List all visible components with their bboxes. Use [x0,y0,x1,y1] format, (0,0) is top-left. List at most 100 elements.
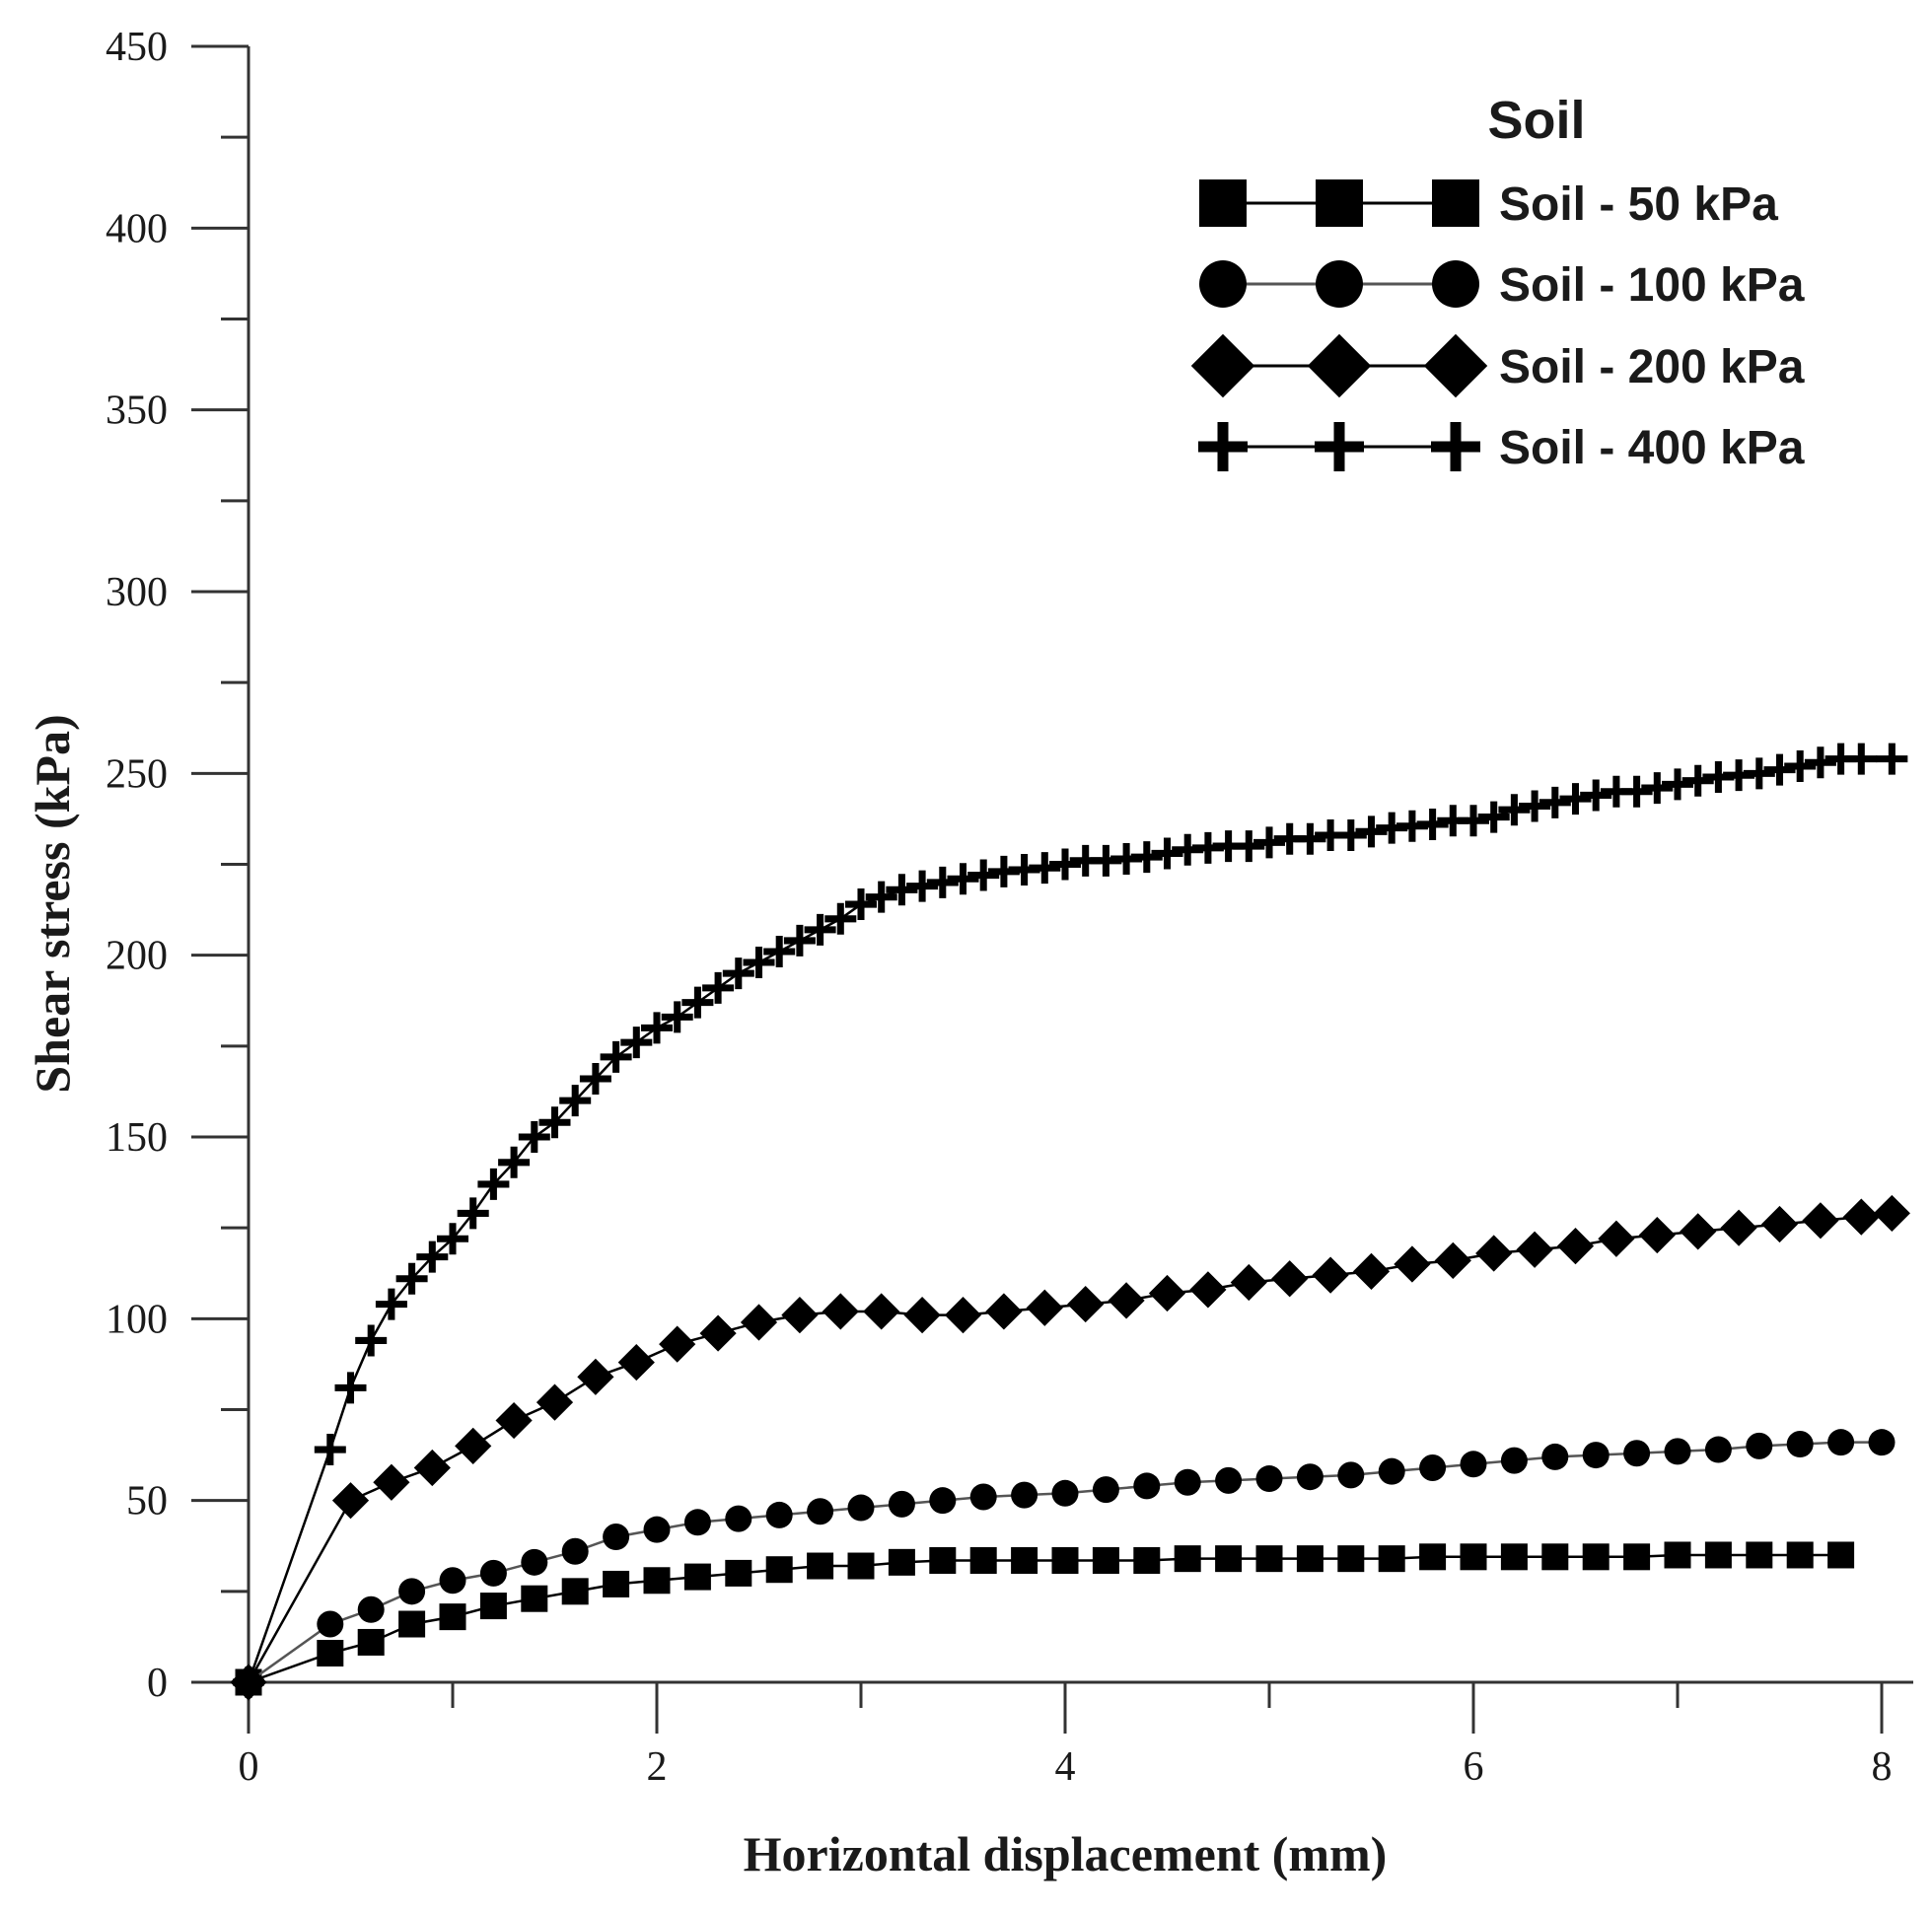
data-point [233,1666,264,1698]
data-point [1458,805,1489,837]
data-point [1067,1285,1105,1323]
data-point [603,1524,630,1551]
data-point [1233,830,1265,863]
data-point [845,888,877,921]
data-point [1334,819,1367,852]
data-point [699,1314,737,1352]
data-point [1720,1209,1757,1246]
data-point [395,1262,428,1295]
data-point [1337,1461,1365,1489]
data-point [317,1640,344,1667]
data-point [561,1537,589,1565]
data-point [1215,1545,1243,1573]
series-line [248,1441,1882,1684]
data-point [1580,779,1612,812]
y-tick-label: 250 [106,751,168,797]
data-point [1876,743,1908,775]
data-point [314,1434,346,1466]
data-point [847,1494,875,1522]
data-point [1092,1546,1119,1574]
data-point [1253,826,1285,859]
legend-entry: Soil - 200 kPa [1190,333,1805,398]
data-point [477,1168,510,1200]
data-point [847,1552,875,1580]
y-tick-label: 50 [126,1479,168,1524]
data-point [1296,1545,1324,1573]
data-point [781,1297,819,1334]
data-point [1130,841,1163,874]
data-point [538,1106,571,1139]
data-point [1682,764,1714,797]
data-point [479,1559,507,1587]
data-point [725,1505,752,1532]
data-point [317,1610,344,1638]
data-point [1475,1235,1513,1272]
data-point [1746,1541,1773,1569]
legend-marker [1315,422,1364,471]
data-point [1026,1289,1063,1326]
data-point [455,1427,492,1464]
data-point [865,881,897,913]
data-point [521,1585,548,1612]
data-point [1541,1543,1569,1571]
y-tick-label: 200 [106,934,168,979]
x-tick-label: 6 [1464,1744,1484,1790]
legend-marker [1199,179,1247,227]
data-point [1743,757,1775,790]
data-point [740,1304,778,1341]
data-point [1215,1466,1243,1494]
legend: Soil Soil - 50 kPa Soil - 100 kPa Soil - 2… [1190,91,1805,474]
data-point [1623,1543,1651,1571]
data-point [702,971,735,1004]
data-point [1419,1543,1447,1571]
data-point [947,863,979,895]
data-point [1092,1476,1119,1504]
data-point [1460,1451,1487,1478]
data-point [643,1567,671,1595]
x-axis-title: Horizontal displacement (mm) [744,1826,1388,1881]
data-point [1029,852,1061,885]
data-point [969,1483,997,1511]
data-point [398,1610,426,1638]
data-point [944,1297,982,1334]
data-point [969,1546,997,1574]
data-point [1434,1241,1471,1279]
legend-marker [1431,422,1480,471]
data-point [765,1501,793,1528]
y-tick-label: 100 [106,1297,168,1342]
data-point [1230,1263,1267,1302]
data-point [1827,1541,1855,1569]
axes: 0 50 100 150 200 250 300 350 400 450 0 2 4 6 8 [106,25,1913,1790]
data-point [439,1603,466,1631]
legend-label: Soil - 50 kPa [1499,178,1778,231]
data-point [1148,1274,1186,1312]
data-point [355,1324,388,1357]
data-point [888,1490,915,1518]
y-tick-label: 150 [106,1115,168,1161]
series-layer [230,743,1910,1701]
data-point [1133,1472,1161,1500]
legend-entry: Soil - 50 kPa [1199,178,1778,231]
legend-entries: Soil - 50 kPa Soil - 100 kPa Soil - 200 kP… [1190,178,1805,474]
data-point [439,1567,466,1595]
series-line [247,1212,1893,1683]
data-point [1477,801,1510,833]
legend-title: Soil [1487,91,1585,150]
x-tick-label: 8 [1872,1744,1893,1790]
data-point [1174,1468,1201,1496]
data-point [375,1288,407,1320]
data-point [1786,1541,1814,1569]
data-point [1641,772,1674,805]
data-point [967,859,1000,891]
data-point [1680,1213,1717,1250]
data-point [1355,815,1388,848]
data-point [903,1297,941,1334]
data-point [1416,808,1449,840]
data-point [807,1552,834,1580]
data-point [416,1241,449,1273]
data-point [725,1559,752,1587]
series-circle [235,1429,1896,1696]
data-point [1873,1194,1910,1233]
data-point [1704,1436,1732,1463]
